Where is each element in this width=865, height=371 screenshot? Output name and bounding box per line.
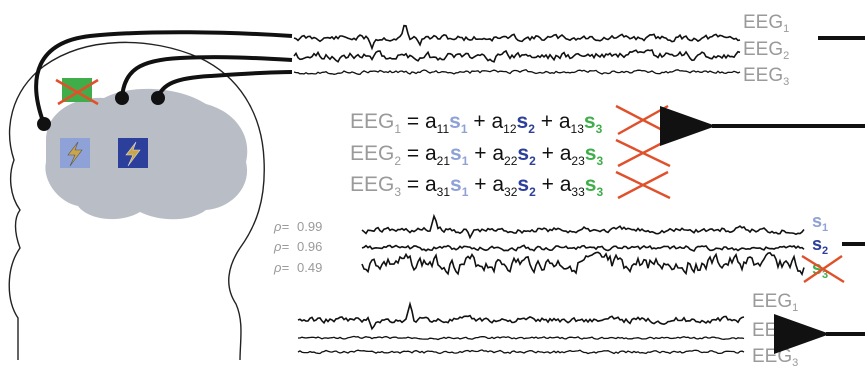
lightning-icon bbox=[125, 141, 141, 167]
electrode bbox=[151, 91, 165, 105]
source-trace-1 bbox=[361, 213, 805, 240]
clean-eeg-trace-1 bbox=[297, 301, 745, 331]
cross-out-icon bbox=[615, 104, 671, 200]
clean-eeg-label-1: EEG1 bbox=[752, 291, 798, 314]
wire-eeg3 bbox=[156, 70, 293, 99]
clean-eeg-label-3: EEG3 bbox=[752, 346, 798, 369]
equation-2: EEG2 = a21s1 + a22s2 + a23s3 bbox=[350, 142, 603, 168]
clean-eeg-label-2: EEG2 bbox=[752, 320, 798, 343]
electrode bbox=[115, 91, 129, 105]
source-traces bbox=[361, 213, 805, 277]
raw-eeg-trace-3 bbox=[293, 68, 741, 75]
rho-label-3: ρ= 0.49 bbox=[273, 260, 322, 275]
wire-eeg2 bbox=[120, 55, 293, 99]
rho-label-2: ρ= 0.96 bbox=[273, 239, 322, 254]
rho-label-1: ρ= 0.99 bbox=[273, 219, 322, 234]
cross-out-icon bbox=[801, 254, 845, 284]
mixing-equations: EEG1 = a11s1 + a12s2 + a13s3 EEG2 = a21s… bbox=[350, 104, 671, 200]
source-label-3: s3 bbox=[812, 258, 828, 281]
raw-eeg-label-1: EEG1 bbox=[743, 12, 789, 35]
raw-eeg-label-2: EEG2 bbox=[743, 39, 789, 62]
raw-eeg-traces bbox=[293, 24, 741, 75]
clean-eeg-trace-2 bbox=[298, 335, 745, 341]
source-label-2: s2 bbox=[812, 234, 828, 257]
lightning-icon bbox=[67, 141, 83, 167]
raw-eeg-label-3: EEG3 bbox=[743, 65, 789, 88]
raw-eeg-trace-1 bbox=[293, 24, 741, 51]
head-figure bbox=[8, 30, 293, 361]
head-outline bbox=[8, 41, 265, 361]
electrode bbox=[37, 117, 51, 131]
wire-eeg1 bbox=[34, 30, 293, 125]
source-trace-2 bbox=[361, 244, 805, 253]
clean-eeg-traces bbox=[297, 301, 745, 355]
equation-1: EEG1 = a11s1 + a12s2 + a13s3 bbox=[350, 110, 603, 136]
cross-out-icon bbox=[55, 78, 99, 106]
equation-3: EEG3 = a31s1 + a32s2 + a33s3 bbox=[350, 173, 603, 199]
raw-eeg-trace-2 bbox=[293, 49, 741, 63]
source-label-1: s1 bbox=[812, 211, 828, 234]
clean-eeg-trace-3 bbox=[297, 349, 745, 355]
source-trace-3 bbox=[361, 251, 805, 277]
